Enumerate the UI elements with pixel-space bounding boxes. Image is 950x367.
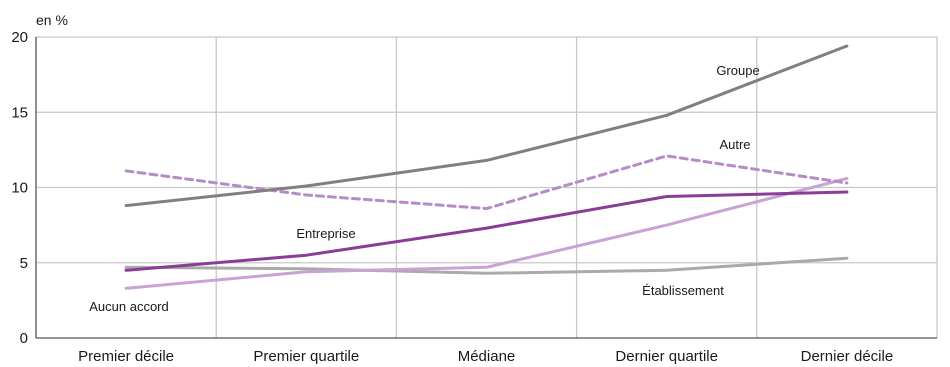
series-label-autre: Autre bbox=[719, 137, 750, 152]
x-tick-label-4: Dernier décile bbox=[801, 348, 894, 365]
x-tick-label-2: Médiane bbox=[458, 348, 516, 365]
label-layer: Groupe Autre Entreprise Aucun accord Établis… bbox=[89, 63, 759, 314]
y-tick-label-15: 15 bbox=[11, 104, 28, 121]
series-label-aucun-accord: Aucun accord bbox=[89, 299, 169, 314]
y-tick-label-10: 10 bbox=[11, 180, 28, 197]
axis-layer: 0 5 10 15 20 Premier décile Premier quartile Mé… bbox=[11, 29, 937, 365]
series-line-autre bbox=[124, 154, 849, 211]
y-tick-label-0: 0 bbox=[20, 330, 28, 347]
y-tick-label-20: 20 bbox=[11, 29, 28, 46]
x-tick-label-1: Premier quartile bbox=[253, 348, 359, 365]
y-tick-label-5: 5 bbox=[20, 255, 28, 272]
series-label-établissement: Établissement bbox=[642, 283, 724, 298]
series-line-entreprise bbox=[124, 190, 849, 272]
series-label-entreprise: Entreprise bbox=[296, 226, 355, 241]
x-tick-label-3: Dernier quartile bbox=[615, 348, 718, 365]
grid-layer bbox=[36, 36, 938, 338]
y-axis-unit-label: en % bbox=[36, 12, 68, 28]
series-label-groupe: Groupe bbox=[716, 63, 759, 78]
series-layer bbox=[124, 44, 849, 290]
x-tick-label-0: Premier décile bbox=[78, 348, 174, 365]
